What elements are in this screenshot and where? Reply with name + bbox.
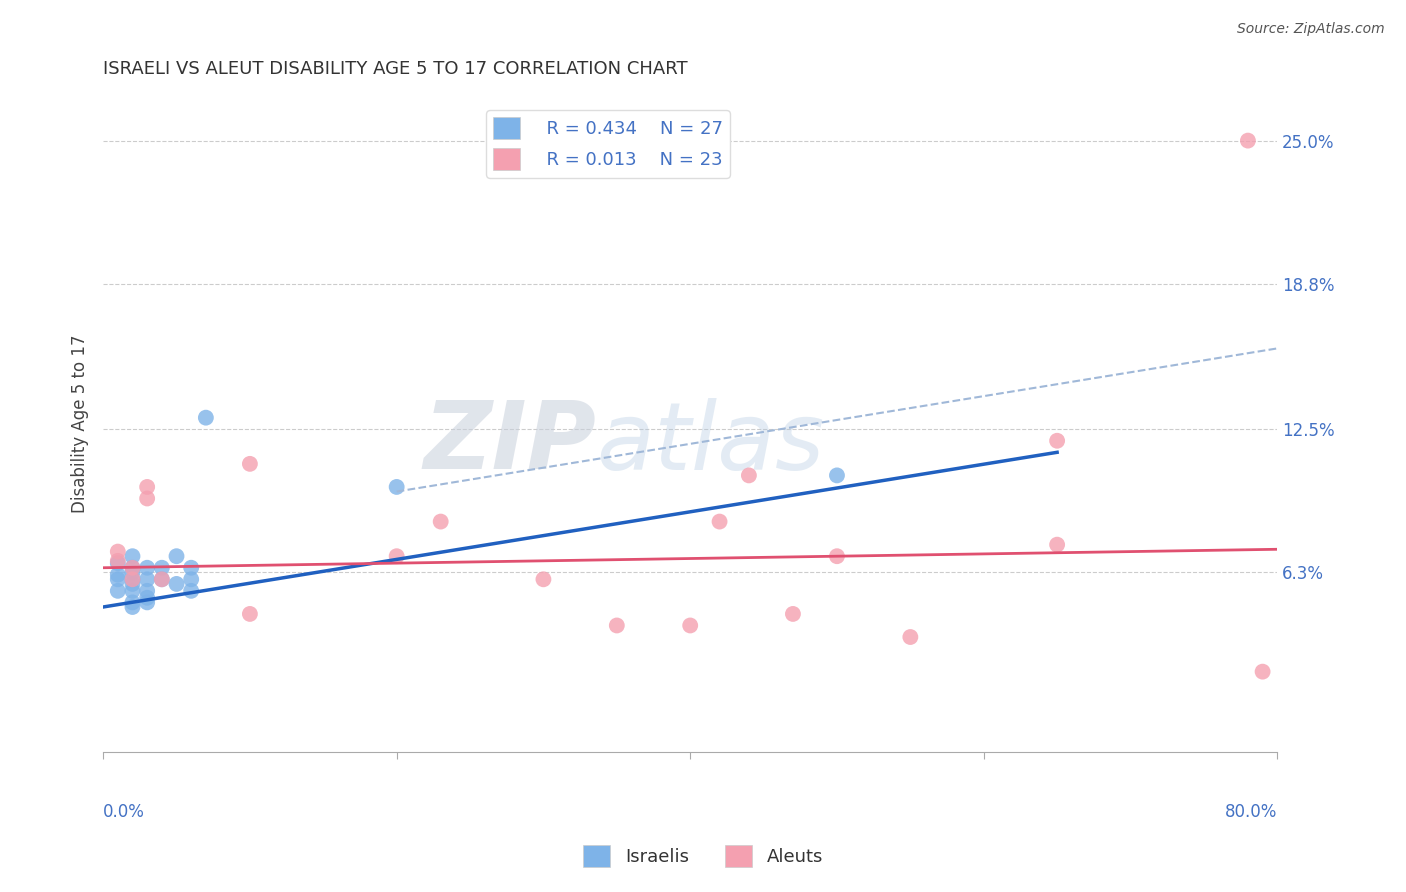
Text: ISRAELI VS ALEUT DISABILITY AGE 5 TO 17 CORRELATION CHART: ISRAELI VS ALEUT DISABILITY AGE 5 TO 17 … <box>103 60 688 78</box>
Point <box>194 410 217 425</box>
Point <box>136 491 159 506</box>
Point <box>136 480 159 494</box>
Point <box>1046 434 1069 448</box>
Point <box>239 457 262 471</box>
Point <box>180 572 202 586</box>
Point <box>385 549 408 564</box>
Point <box>180 560 202 574</box>
Point <box>136 591 159 605</box>
Point <box>533 572 555 586</box>
Text: atlas: atlas <box>596 398 824 489</box>
Point <box>121 560 143 574</box>
Point <box>107 554 129 568</box>
Point <box>166 549 188 564</box>
Point <box>121 572 143 586</box>
Legend: Israelis, Aleuts: Israelis, Aleuts <box>576 838 830 874</box>
Point <box>709 515 731 529</box>
Point <box>166 577 188 591</box>
Point <box>679 618 702 632</box>
Point <box>136 583 159 598</box>
Text: 0.0%: 0.0% <box>103 804 145 822</box>
Point <box>136 560 159 574</box>
Point <box>150 572 173 586</box>
Point <box>1237 134 1260 148</box>
Point <box>825 549 848 564</box>
Point <box>1251 665 1274 679</box>
Point <box>121 595 143 609</box>
Point <box>136 572 159 586</box>
Point <box>121 560 143 574</box>
Point <box>121 549 143 564</box>
Point <box>180 583 202 598</box>
Point <box>136 595 159 609</box>
Point <box>121 572 143 586</box>
Point <box>150 560 173 574</box>
Point <box>107 544 129 558</box>
Text: ZIP: ZIP <box>423 397 596 489</box>
Text: Source: ZipAtlas.com: Source: ZipAtlas.com <box>1237 22 1385 37</box>
Point <box>738 468 761 483</box>
Legend:   R = 0.434    N = 27,   R = 0.013    N = 23: R = 0.434 N = 27, R = 0.013 N = 23 <box>486 110 730 178</box>
Point <box>150 572 173 586</box>
Point <box>898 630 921 644</box>
Point <box>121 599 143 614</box>
Point <box>107 572 129 586</box>
Point <box>121 566 143 580</box>
Point <box>107 583 129 598</box>
Point <box>121 577 143 591</box>
Point <box>107 567 129 582</box>
Text: 80.0%: 80.0% <box>1225 804 1277 822</box>
Point <box>121 583 143 598</box>
Point <box>1046 538 1069 552</box>
Point <box>825 468 848 483</box>
Point <box>239 607 262 621</box>
Point <box>107 556 129 570</box>
Y-axis label: Disability Age 5 to 17: Disability Age 5 to 17 <box>72 334 89 513</box>
Point <box>429 515 451 529</box>
Point <box>606 618 628 632</box>
Point <box>782 607 804 621</box>
Point <box>385 480 408 494</box>
